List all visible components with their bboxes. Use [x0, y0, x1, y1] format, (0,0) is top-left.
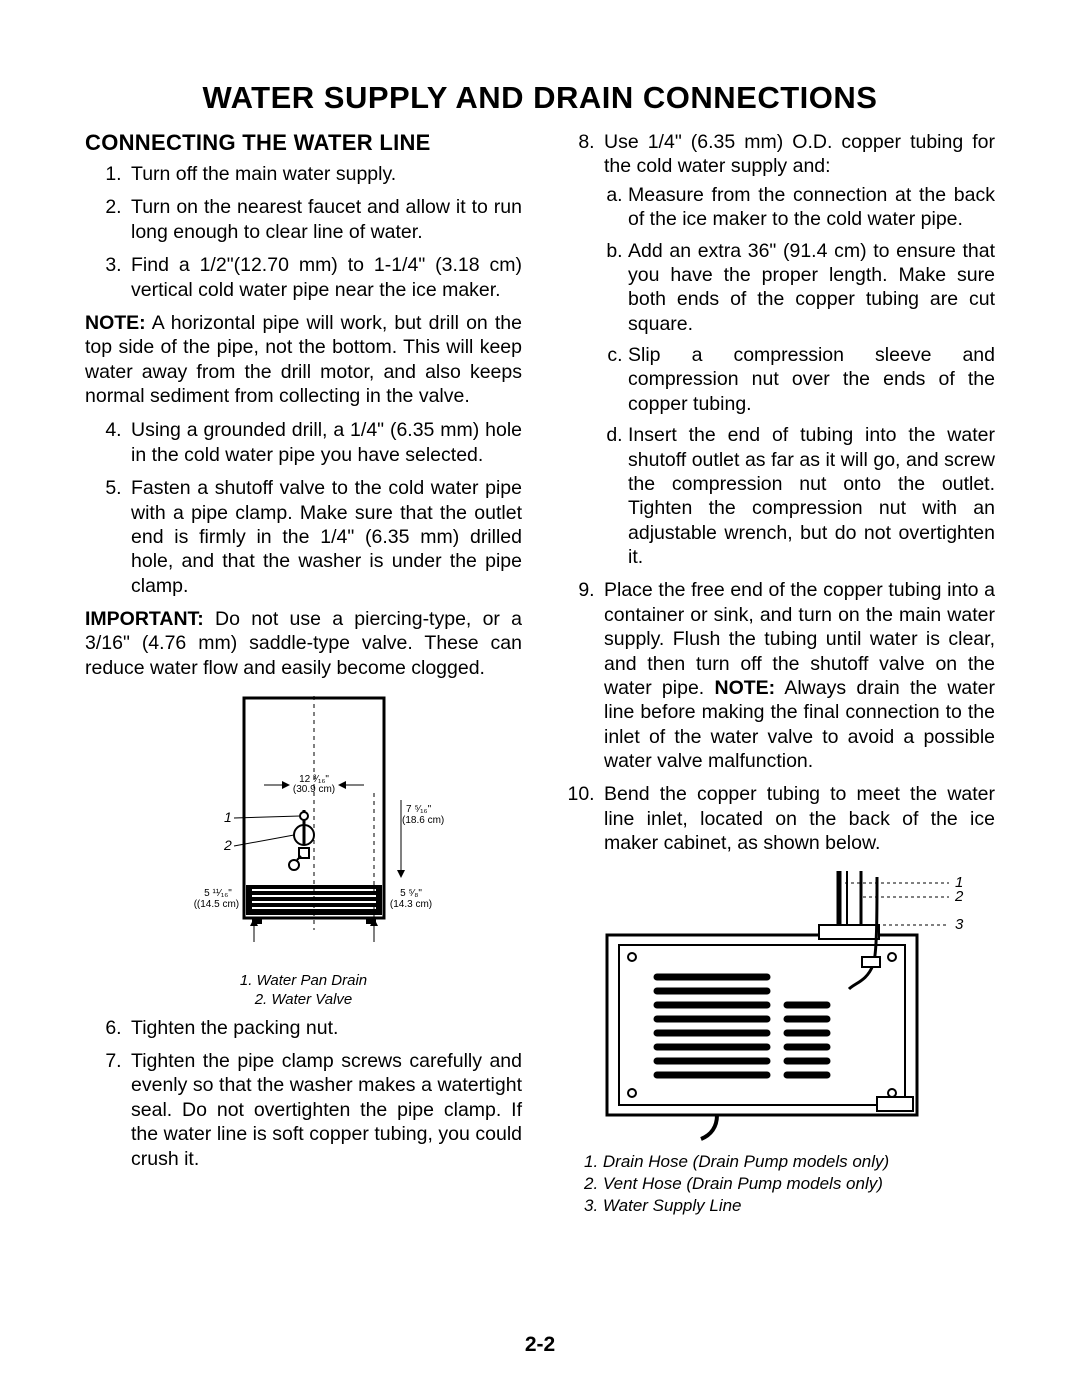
step-1: Turn off the main water supply. — [127, 162, 522, 186]
step-8d: Insert the end of tubing into the water … — [628, 423, 995, 569]
dim-br-mm: (14.3 cm) — [389, 899, 431, 910]
fig2-label-3: 3 — [955, 916, 964, 933]
step-8: Use 1/4" (6.35 mm) O.D. copper tubing fo… — [600, 130, 995, 569]
page-title: WATER SUPPLY AND DRAIN CONNECTIONS — [85, 80, 995, 116]
left-column: CONNECTING THE WATER LINE Turn off the m… — [85, 130, 522, 1217]
section-heading: CONNECTING THE WATER LINE — [85, 130, 522, 156]
step-3: Find a 1/2"(12.70 mm) to 1-1/4" (3.18 cm… — [127, 253, 522, 302]
step-8b: Add an extra 36" (91.4 cm) to ensure tha… — [628, 239, 995, 337]
figure-2: 1 2 3 — [577, 865, 977, 1145]
dim-bl2-mm: (14.5 cm) — [196, 899, 238, 910]
note-paragraph: NOTE: A horizontal pipe will work, but d… — [85, 311, 522, 409]
important-paragraph: IMPORTANT: Do not use a piercing-type, o… — [85, 607, 522, 680]
fig1-label-1: 1 — [224, 809, 232, 825]
page: WATER SUPPLY AND DRAIN CONNECTIONS CONNE… — [0, 0, 1080, 1217]
important-label: IMPORTANT: — [85, 608, 204, 630]
steps-list-left: Turn off the main water supply. Turn on … — [85, 162, 522, 302]
step-7: Tighten the pipe clamp screws carefully … — [127, 1049, 522, 1171]
dim-br: 5 ⁵⁄₈" — [400, 888, 422, 899]
steps-list-left-b: Using a grounded drill, a 1/4" (6.35 mm)… — [85, 418, 522, 598]
dim-bl2: 5 ¹¹⁄₁₆" — [204, 888, 232, 899]
step-6: Tighten the packing nut. — [127, 1016, 522, 1040]
dim-top-mm: (30.9 cm) — [292, 784, 334, 795]
step-8-text: Use 1/4" (6.35 mm) O.D. copper tubing fo… — [604, 131, 995, 177]
steps-list-left-c: Tighten the packing nut. Tighten the pip… — [85, 1016, 522, 1171]
columns: CONNECTING THE WATER LINE Turn off the m… — [85, 130, 995, 1217]
step-2: Turn on the nearest faucet and allow it … — [127, 195, 522, 244]
step-8-sublist: Measure from the connection at the back … — [604, 183, 995, 570]
step-10: Bend the copper tubing to meet the water… — [600, 782, 995, 855]
right-column: Use 1/4" (6.35 mm) O.D. copper tubing fo… — [558, 130, 995, 1217]
figure-1-caption: 1. Water Pan Drain 2. Water Valve — [85, 972, 522, 1010]
fig1-label-2: 2 — [223, 837, 232, 853]
dim-right: 7 ⁵⁄₁₆" — [406, 804, 432, 815]
fig2-cap-2: 2. Vent Hose (Drain Pump models only) — [584, 1173, 995, 1195]
figure-1: 1 2 12 ³⁄₁₆" (30.9 cm) 7 ⁵⁄₁₆" (18.6 cm) — [154, 690, 454, 970]
fig1-cap-1: 1. Water Pan Drain — [240, 972, 367, 989]
step-9-note-label: NOTE: — [714, 677, 775, 699]
step-4: Using a grounded drill, a 1/4" (6.35 mm)… — [127, 418, 522, 467]
note-body: A horizontal pipe will work, but drill o… — [85, 312, 522, 407]
step-9: Place the free end of the copper tubing … — [600, 578, 995, 773]
step-8c: Slip a compression sleeve and compressio… — [628, 343, 995, 416]
figure-2-caption: 1. Drain Hose (Drain Pump models only) 2… — [558, 1151, 995, 1217]
fig2-cap-1: 1. Drain Hose (Drain Pump models only) — [584, 1151, 995, 1173]
note-label: NOTE: — [85, 312, 146, 334]
step-8a: Measure from the connection at the back … — [628, 183, 995, 232]
fig2-cap-3: 3. Water Supply Line — [584, 1195, 995, 1217]
step-5: Fasten a shutoff valve to the cold water… — [127, 476, 522, 598]
page-number: 2-2 — [0, 1333, 1080, 1357]
steps-list-right: Use 1/4" (6.35 mm) O.D. copper tubing fo… — [558, 130, 995, 856]
fig1-cap-2: 2. Water Valve — [255, 991, 353, 1008]
fig2-label-2: 2 — [954, 888, 964, 905]
dim-right-mm: (18.6 cm) — [402, 815, 444, 826]
